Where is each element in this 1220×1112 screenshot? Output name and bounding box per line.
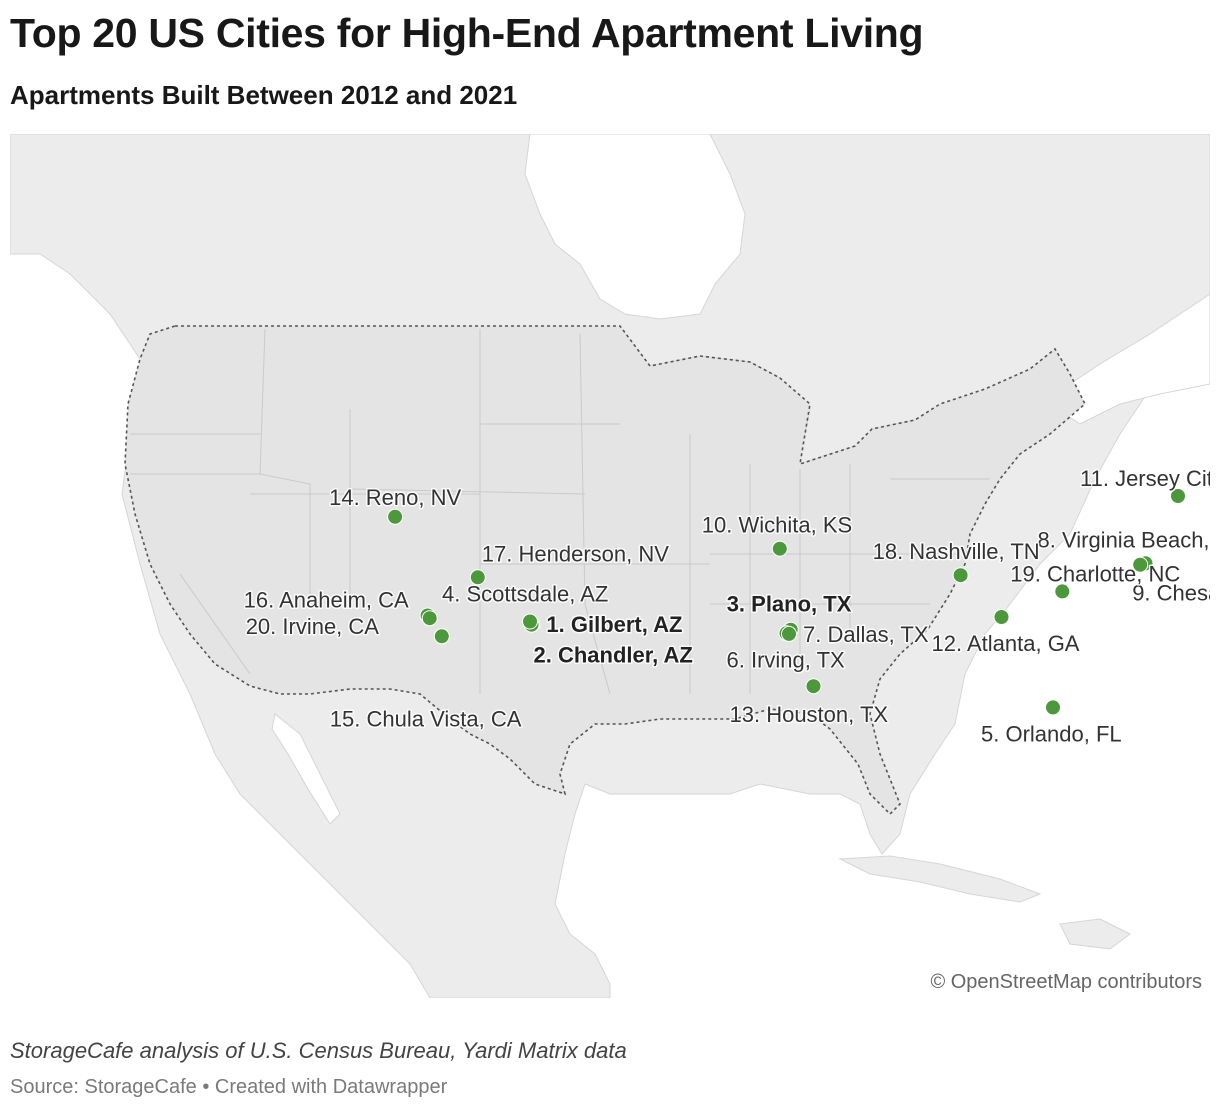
city-marker-7[interactable] (781, 625, 797, 642)
city-marker-18[interactable] (952, 567, 969, 584)
city-marker-19[interactable] (1054, 583, 1071, 600)
city-marker-14[interactable] (387, 508, 404, 525)
city-label-18: 18. Nashville, TN (873, 539, 1040, 564)
city-label-11: 11. Jersey City, NJ (1080, 466, 1210, 491)
city-label-10: 10. Wichita, KS (702, 513, 852, 538)
state-borders (130, 328, 990, 695)
city-label-20: 20. Irvine, CA (246, 614, 380, 639)
chart-notes: StorageCafe analysis of U.S. Census Bure… (10, 1038, 627, 1063)
city-marker-11[interactable] (1170, 488, 1186, 504)
land-cuba (838, 855, 1042, 903)
city-label-15: 15. Chula Vista, CA (330, 706, 522, 731)
city-marker-9[interactable] (1132, 556, 1149, 573)
city-label-14: 14. Reno, NV (329, 485, 461, 510)
city-label-4: 4. Scottsdale, AZ (442, 582, 608, 607)
water-gulf-of-california (271, 713, 341, 825)
city-markers[interactable] (387, 488, 1186, 716)
city-label-7: 7. Dallas, TX (803, 622, 929, 647)
city-label-12: 12. Atlanta, GA (932, 631, 1080, 656)
chart-subtitle: Apartments Built Between 2012 and 2021 (10, 80, 518, 110)
map-svg[interactable]: 1. Gilbert, AZ 2. Chandler, AZ 3. Plano, T… (10, 134, 1210, 998)
city-label-6: 6. Irving, TX (727, 647, 846, 672)
water-hudson-bay (524, 134, 746, 320)
city-label-8: 8. Virginia Beach, VA (1038, 527, 1211, 552)
city-marker-20[interactable] (421, 610, 438, 627)
city-label-2: 2. Chandler, AZ (534, 643, 693, 668)
city-label-13: 13. Houston, TX (730, 702, 889, 727)
city-label-16: 16. Anaheim, CA (244, 588, 409, 613)
city-label-1: 1. Gilbert, AZ (546, 612, 682, 637)
basemap (10, 134, 1210, 998)
land-hispaniola (1059, 918, 1131, 950)
land-contiguous-us (124, 325, 1086, 816)
city-label-9: 9. Chesapeake, VA (1132, 581, 1210, 606)
map-panel[interactable]: 1. Gilbert, AZ 2. Chandler, AZ 3. Plano, T… (10, 134, 1210, 998)
city-marker-12[interactable] (993, 609, 1010, 625)
city-marker-13[interactable] (805, 678, 822, 695)
city-marker-10[interactable] (771, 540, 788, 557)
city-marker-4[interactable] (522, 613, 538, 630)
city-marker-15[interactable] (433, 628, 450, 645)
city-label-5: 5. Orlando, FL (981, 721, 1122, 746)
city-label-3: 3. Plano, TX (727, 592, 852, 617)
city-labels: 1. Gilbert, AZ 2. Chandler, AZ 3. Plano, T… (242, 465, 1211, 748)
map-attribution[interactable]: © OpenStreetMap contributors (928, 971, 1204, 994)
city-label-17: 17. Henderson, NV (482, 541, 669, 566)
city-label-19: 19. Charlotte, NC (1010, 561, 1180, 586)
city-marker-17[interactable] (469, 569, 486, 586)
city-marker-5[interactable] (1045, 699, 1061, 716)
chart-title: Top 20 US Cities for High-End Apartment … (10, 10, 924, 56)
chart-source[interactable]: Source: StorageCafe • Created with Dataw… (10, 1076, 448, 1098)
